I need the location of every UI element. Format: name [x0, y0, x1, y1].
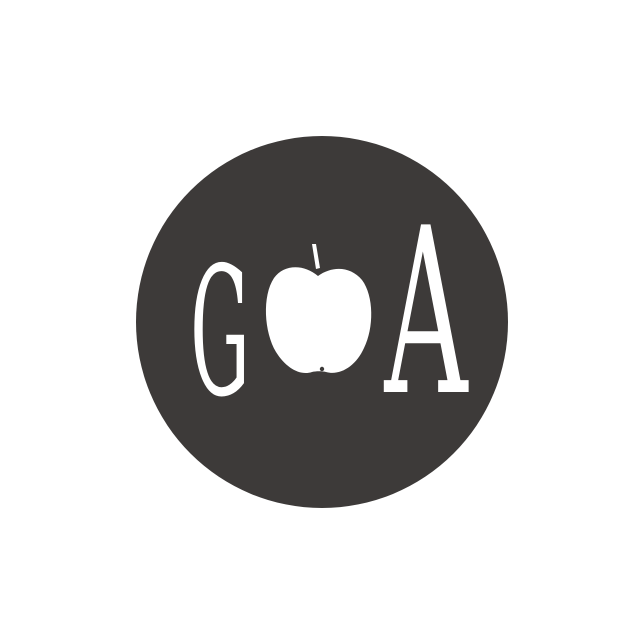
logo-letter-g: G — [190, 230, 250, 437]
logo-letter-a: A — [383, 178, 469, 446]
logo-mark: G A — [136, 136, 508, 508]
logo: G A — [136, 136, 508, 508]
apple-icon — [265, 244, 372, 374]
